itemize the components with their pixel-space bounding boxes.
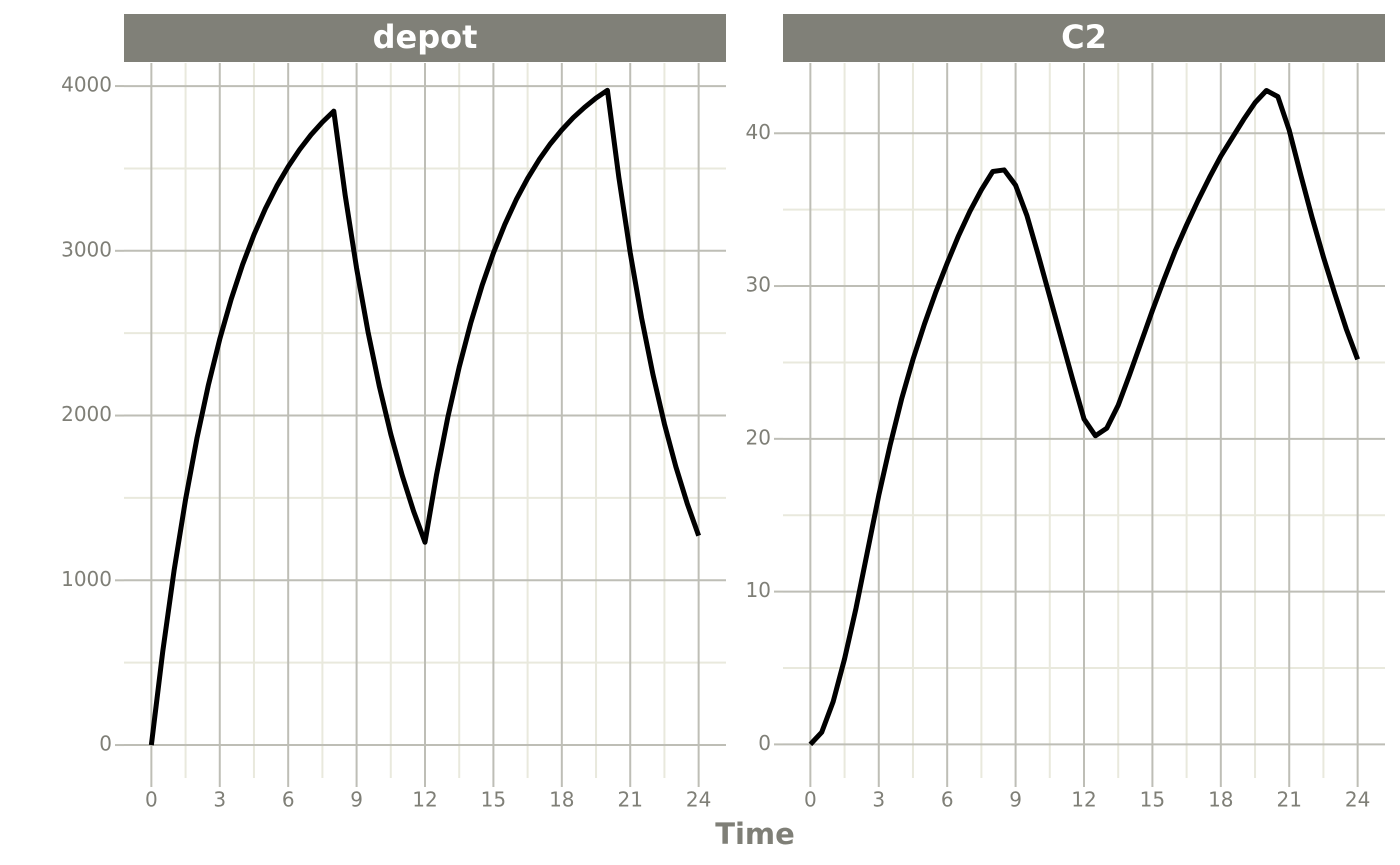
x-tick-label: 21 — [1277, 788, 1302, 812]
line — [148, 87, 701, 746]
x-tick-label: 12 — [1071, 788, 1096, 812]
x-tick-label: 15 — [481, 788, 506, 812]
x-tick-label: 24 — [686, 788, 711, 812]
y-tick-label: 2000 — [61, 402, 112, 426]
y-tick-label: 1000 — [61, 567, 112, 591]
y-tick-label: 0 — [99, 732, 112, 756]
panel-title: depot — [373, 18, 478, 56]
y-tick-label: 3000 — [61, 237, 112, 261]
y-tick-label: 30 — [746, 273, 771, 297]
y-tick-label: 20 — [746, 425, 771, 449]
x-tick-label: 0 — [145, 788, 158, 812]
strip — [124, 14, 726, 62]
y-tick-label: 40 — [746, 120, 771, 144]
x-tick-label: 6 — [941, 788, 954, 812]
strip — [783, 14, 1385, 62]
x-tick-label: 15 — [1140, 788, 1165, 812]
x-tick-label: 3 — [213, 788, 226, 812]
x-tick-label: 18 — [549, 788, 574, 812]
y-tick-label: 4000 — [61, 73, 112, 97]
x-tick-label: 12 — [412, 788, 437, 812]
x-tick-label: 3 — [872, 788, 885, 812]
panel-title: C2 — [1061, 18, 1107, 56]
x-tick-label: 6 — [282, 788, 295, 812]
y-tick-label: 0 — [758, 731, 771, 755]
x-tick-label: 18 — [1208, 788, 1233, 812]
x-tick-label: 9 — [1009, 788, 1022, 812]
x-tick-label: 24 — [1345, 788, 1370, 812]
line — [808, 88, 1360, 747]
x-tick-label: 21 — [618, 788, 643, 812]
x-tick-label: 9 — [350, 788, 363, 812]
y-tick-label: 10 — [746, 578, 771, 602]
x-tick-label: 0 — [804, 788, 817, 812]
x-axis-label: Time — [715, 817, 795, 851]
